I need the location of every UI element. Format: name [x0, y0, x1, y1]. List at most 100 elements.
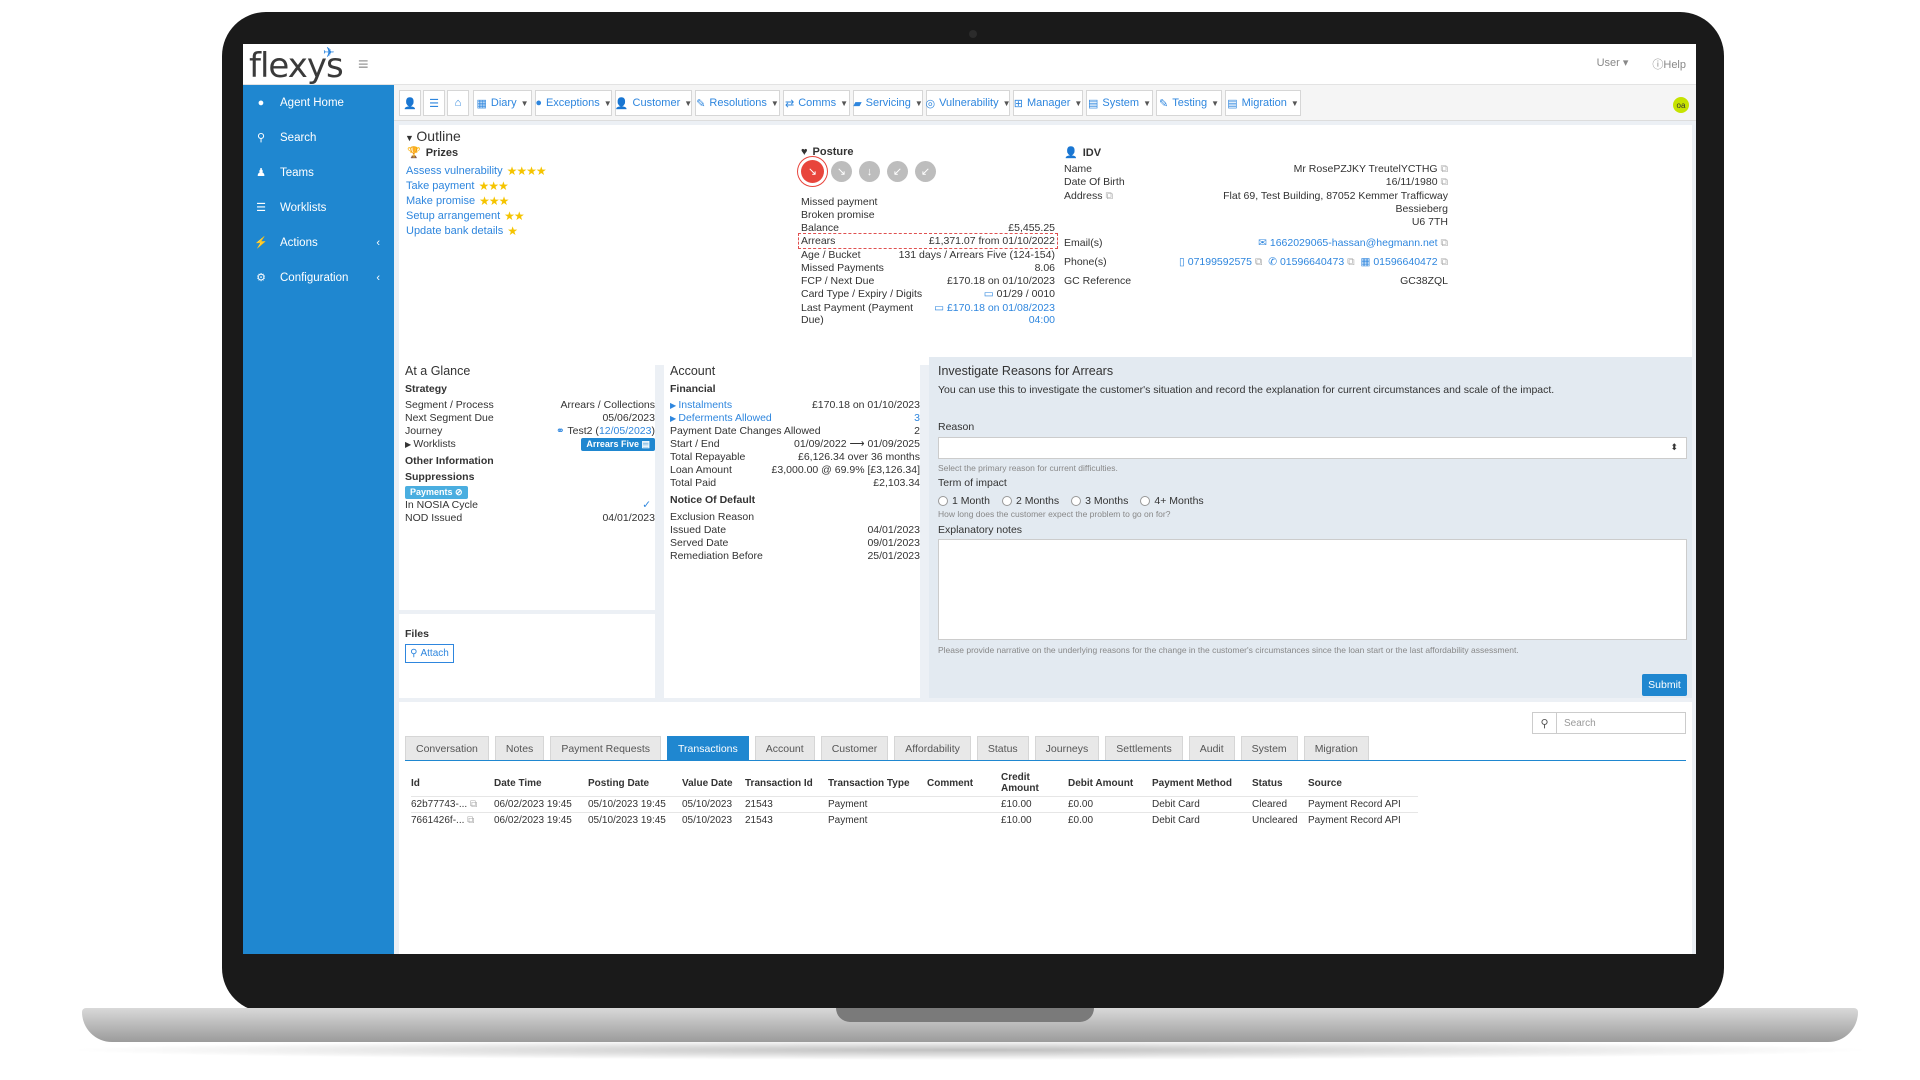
table-row[interactable]: 62b77743-... ⧉ 06/02/2023 19:45 05/10/20… — [411, 796, 1418, 813]
menu-diary[interactable]: ▦ Diary ▼ — [473, 90, 532, 116]
tab-transactions[interactable]: Transactions — [667, 736, 749, 760]
column-header[interactable]: Source — [1308, 777, 1342, 789]
column-header[interactable]: Payment Method — [1152, 777, 1233, 789]
copy-icon[interactable]: ⧉ — [1440, 237, 1449, 249]
tab-journeys[interactable]: Journeys — [1034, 736, 1100, 760]
list-icon-button[interactable]: ☰ — [423, 90, 445, 116]
account-row-deferments[interactable]: ▶ Deferments Allowed 3 — [670, 412, 920, 424]
menu-resolutions[interactable]: ✎ Resolutions ▼ — [695, 90, 780, 116]
copy-icon[interactable]: ⧉ — [469, 799, 478, 810]
copy-icon[interactable]: ⧉ — [1347, 256, 1355, 268]
prize-item[interactable]: Update bank details ★ — [406, 224, 518, 238]
row-label: Payment Date Changes Allowed — [670, 425, 821, 437]
phone-link[interactable]: 07199592575 — [1187, 256, 1252, 268]
menu-migration[interactable]: ▤ Migration ▼ — [1225, 90, 1301, 116]
column-header[interactable]: Transaction Id — [745, 777, 813, 789]
account-row-instalments[interactable]: ▶ Instalments £170.18 on 01/10/2023 — [670, 399, 920, 411]
menu-testing[interactable]: ✎ Testing ▼ — [1156, 90, 1222, 116]
posture-icon[interactable]: ↙ — [887, 161, 908, 182]
menu-comms[interactable]: ⇄ Comms ▼ — [783, 90, 850, 116]
column-header[interactable]: Value Date — [682, 777, 733, 789]
menu-vulnerability[interactable]: ◎ Vulnerability ▼ — [925, 90, 1011, 116]
journey-date-link[interactable]: 12/05/2023 — [598, 425, 652, 437]
row-value-wrap[interactable]: ▭ £170.18 on 01/08/2023 04:00 — [923, 302, 1055, 326]
sidebar-item-worklists[interactable]: ☰ Worklists — [243, 190, 394, 225]
tab-migration[interactable]: Migration — [1303, 736, 1369, 760]
tab-affordability[interactable]: Affordability — [894, 736, 971, 760]
copy-icon[interactable]: ⧉ — [1105, 190, 1113, 202]
sidebar-item-search[interactable]: ⚲ Search — [243, 120, 394, 155]
table-row[interactable]: 7661426f-... ⧉ 06/02/2023 19:45 05/10/20… — [411, 812, 1418, 829]
column-header[interactable]: Date Time — [494, 777, 542, 789]
posture-title: ♥ Posture — [801, 146, 854, 158]
term-radio-4-plus-months[interactable]: 4+ Months — [1140, 495, 1204, 507]
tab-system[interactable]: System — [1240, 736, 1298, 760]
copy-icon[interactable]: ⧉ — [467, 815, 475, 827]
term-radio-3-months[interactable]: 3 Months — [1071, 495, 1128, 507]
home-icon-button[interactable]: ⌂ — [447, 90, 469, 116]
user-menu[interactable]: User ▾ — [1596, 57, 1629, 69]
customer-icon-button[interactable]: 👤 — [399, 90, 421, 116]
logo[interactable]: flexys — [249, 46, 344, 86]
row-value: Mr RosePZJKY TreutelYCTHG — [1293, 163, 1438, 175]
copy-icon[interactable]: ⧉ — [1440, 163, 1449, 175]
column-header[interactable]: Id — [411, 777, 420, 789]
sidebar-item-teams[interactable]: ♟ Teams — [243, 155, 394, 190]
column-header[interactable]: Comment — [927, 777, 974, 789]
menu-system[interactable]: ▤ System ▼ — [1086, 90, 1153, 116]
posture-icon[interactable]: ↓ — [859, 161, 880, 182]
explanatory-notes-textarea[interactable] — [938, 539, 1687, 640]
prize-item[interactable]: Make promise ★★★ — [406, 194, 509, 208]
copy-icon[interactable]: ⧉ — [1254, 256, 1263, 268]
column-header[interactable]: Posting Date — [588, 777, 650, 789]
tab-notes[interactable]: Notes — [494, 736, 545, 760]
help-link[interactable]: ⓘHelp — [1652, 56, 1686, 72]
glance-row-worklists[interactable]: ▶ Worklists Arrears Five ▤ — [405, 438, 655, 451]
tab-account[interactable]: Account — [754, 736, 815, 760]
tab-audit[interactable]: Audit — [1188, 736, 1235, 760]
sidebar-item-agent-home[interactable]: ● Agent Home — [243, 85, 394, 120]
tab-status[interactable]: Status — [976, 736, 1029, 760]
menu-customer[interactable]: 👤 Customer ▼ — [615, 90, 692, 116]
missed-payment-link[interactable]: Missed payment — [801, 196, 878, 208]
tab-conversation[interactable]: Conversation — [405, 736, 489, 760]
column-header[interactable]: Debit Amount — [1068, 777, 1134, 789]
reason-select[interactable]: ⬍ — [938, 437, 1687, 459]
menu-manager[interactable]: ⊞ Manager ▼ — [1013, 90, 1083, 116]
column-header[interactable]: Credit Amount — [1001, 772, 1039, 794]
posture-icon[interactable]: ↙ — [915, 161, 936, 182]
row-value-wrap[interactable]: ✉ 1662029065-hassan@hegmann.net ⧉ — [1258, 237, 1448, 250]
posture-icon[interactable]: ↘ — [831, 161, 852, 182]
missed-payment-icon[interactable]: ↘ — [801, 160, 824, 183]
column-header[interactable]: Transaction Type — [828, 777, 910, 789]
avatar[interactable]: oa — [1673, 97, 1689, 113]
row-value: 09/01/2023 — [867, 537, 920, 549]
sidebar-item-actions[interactable]: ⚡ Actions ‹ — [243, 225, 394, 260]
copy-icon[interactable]: ⧉ — [1440, 176, 1449, 188]
investigate-arrears-panel: Investigate Reasons for Arrears You can … — [929, 357, 1692, 698]
submit-button[interactable]: Submit — [1642, 674, 1687, 696]
outline-title[interactable]: ▼ Outline — [405, 128, 461, 144]
search-input[interactable]: Search — [1564, 717, 1596, 729]
menu-label: Manager — [1026, 97, 1071, 109]
phone-link[interactable]: 01596640473 — [1279, 256, 1345, 268]
menu-servicing[interactable]: ▰ Servicing ▼ — [853, 90, 923, 116]
sidebar-item-configuration[interactable]: ⚙ Configuration ‹ — [243, 260, 394, 295]
prize-item[interactable]: Take payment ★★★ — [406, 179, 509, 193]
broken-promise-link[interactable]: Broken promise — [801, 209, 875, 221]
phone-link[interactable]: 01596640472 — [1373, 256, 1438, 268]
tab-customer[interactable]: Customer — [820, 736, 889, 760]
tab-payment-requests[interactable]: Payment Requests — [550, 736, 662, 760]
prize-item[interactable]: Setup arrangement ★★ — [406, 209, 525, 223]
column-header[interactable]: Status — [1252, 777, 1283, 789]
prize-item[interactable]: Assess vulnerability ★★★★ — [406, 164, 547, 178]
term-radio-1-month[interactable]: 1 Month — [938, 495, 990, 507]
attach-button[interactable]: ⚲ Attach — [405, 644, 454, 663]
menu-toggle-icon[interactable]: ≡ — [358, 54, 369, 74]
transactions-search[interactable]: ⚲ Search — [1532, 712, 1686, 734]
tab-settlements[interactable]: Settlements — [1105, 736, 1183, 760]
term-radio-2-months[interactable]: 2 Months — [1001, 495, 1059, 507]
copy-icon[interactable]: ⧉ — [1440, 256, 1449, 268]
menu-exceptions[interactable]: ● Exceptions ▼ — [535, 90, 612, 116]
row-value: 01/29 / 0010 — [996, 288, 1055, 300]
